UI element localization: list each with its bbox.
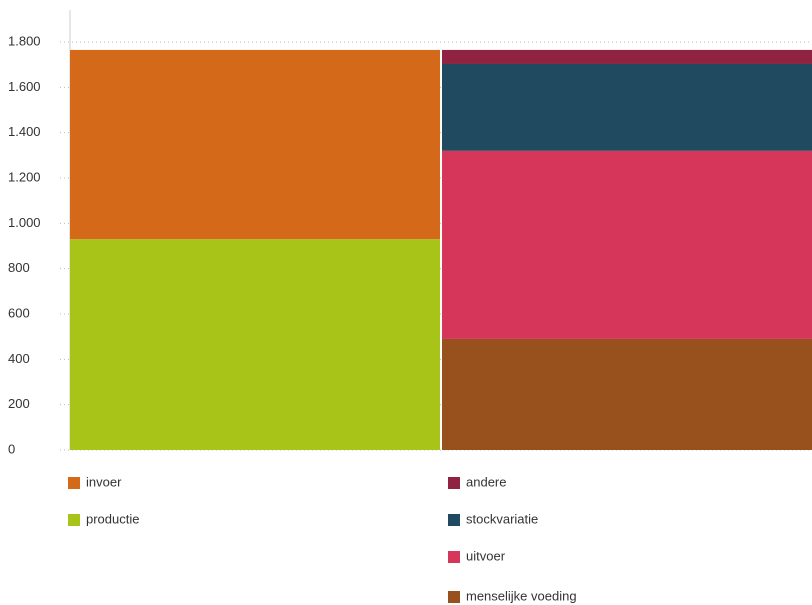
legend-swatch	[448, 514, 460, 526]
y-tick-label: 1.600	[8, 79, 41, 94]
bar-segment	[70, 49, 440, 240]
bar-segment	[442, 338, 812, 450]
y-tick-label: 1.400	[8, 124, 41, 139]
legend-label: uitvoer	[466, 548, 506, 563]
bar-segment	[70, 239, 440, 450]
y-tick-label: 1.200	[8, 169, 41, 184]
bar-segment	[442, 63, 812, 151]
legend-label: productie	[86, 511, 139, 526]
legend-swatch	[448, 591, 460, 603]
bar-segment	[442, 150, 812, 339]
y-tick-label: 1.800	[8, 33, 41, 48]
y-tick-label: 200	[8, 396, 30, 411]
y-tick-label: 600	[8, 305, 30, 320]
legend-swatch	[448, 551, 460, 563]
y-tick-label: 400	[8, 351, 30, 366]
legend-label: stockvariatie	[466, 511, 538, 526]
legend-label: andere	[466, 474, 506, 489]
bar-segment	[442, 49, 812, 64]
y-tick-label: 800	[8, 260, 30, 275]
legend-swatch	[68, 477, 80, 489]
legend-swatch	[448, 477, 460, 489]
legend-swatch	[68, 514, 80, 526]
legend-label: menselijke voeding	[466, 588, 577, 603]
legend-label: invoer	[86, 474, 122, 489]
y-tick-label: 0	[8, 441, 15, 456]
y-tick-label: 1.000	[8, 215, 41, 230]
